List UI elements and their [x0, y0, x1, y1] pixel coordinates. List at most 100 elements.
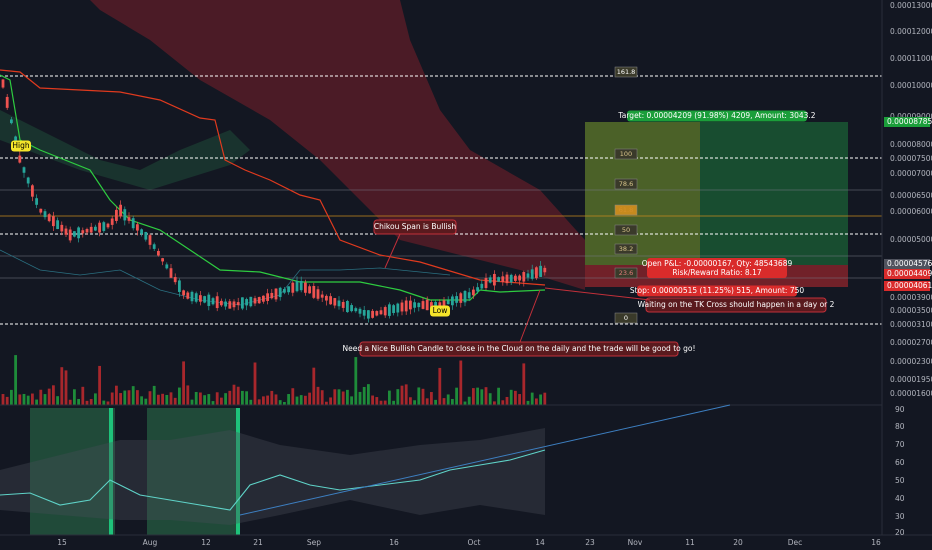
volume-bar: [467, 396, 471, 405]
volume-bar: [68, 399, 72, 405]
candle: [459, 293, 463, 303]
volume-bar: [379, 400, 383, 405]
volume-bar: [228, 390, 232, 405]
volume-bar: [480, 389, 484, 405]
volume-bar: [140, 396, 143, 405]
volume-bar: [413, 400, 416, 405]
candle: [421, 301, 425, 309]
stop-box: [637, 285, 797, 297]
price-label: 0.00003100: [890, 320, 932, 329]
volume-bar: [249, 399, 253, 405]
indicator-label: 50: [895, 476, 905, 485]
low-text: Low: [433, 306, 448, 315]
candle: [249, 296, 253, 307]
candle: [18, 155, 22, 163]
candle: [186, 292, 190, 299]
volume-bar: [173, 397, 177, 405]
volume-bar: [232, 384, 236, 405]
candle: [304, 282, 307, 293]
candle: [493, 273, 496, 286]
candle: [539, 265, 542, 277]
volume-bar: [18, 394, 22, 405]
volume-bar: [106, 401, 110, 405]
volume-bar: [186, 385, 190, 405]
price-label: 0.00013000: [890, 1, 932, 10]
volume-bar: [169, 392, 173, 405]
candle: [123, 209, 127, 221]
volume-bar: [291, 388, 295, 405]
candle: [81, 230, 85, 234]
candle: [127, 217, 131, 221]
candle: [379, 310, 383, 315]
volume-bar: [39, 389, 43, 405]
candle: [52, 216, 55, 227]
volume-bar: [148, 391, 152, 405]
chikou-note: [373, 219, 457, 235]
candle: [26, 177, 30, 184]
volume-bar: [421, 388, 425, 405]
price-label: 0.00010000: [890, 81, 932, 90]
candle: [274, 288, 278, 300]
oscillator: [0, 449, 546, 511]
volume-bar: [165, 394, 169, 405]
volume-bar: [312, 367, 316, 405]
open-pl-box: [647, 258, 787, 278]
volume-bar: [224, 393, 227, 405]
fib-label: 78.6: [619, 180, 633, 188]
fib-label: 61.8: [619, 206, 633, 214]
tenkan: [0, 74, 546, 301]
candle: [190, 291, 194, 302]
candle: [245, 299, 248, 306]
candle: [39, 208, 43, 213]
volume-bar: [417, 387, 421, 405]
volume-bar: [329, 397, 332, 405]
candle: [215, 296, 219, 309]
candle: [341, 301, 345, 308]
volume-bar: [295, 396, 299, 405]
candle: [350, 305, 353, 312]
candle: [43, 211, 47, 218]
candle: [312, 285, 316, 298]
candle: [110, 218, 114, 225]
candle: [287, 286, 290, 293]
candle: [22, 167, 26, 173]
price-label: 0.00001950: [890, 375, 932, 384]
candle: [480, 283, 484, 289]
target-zone: [585, 122, 848, 265]
fib-tag: [614, 148, 638, 160]
candle: [270, 292, 274, 299]
volume-bar: [178, 387, 181, 405]
candle: [266, 293, 269, 301]
candle: [10, 119, 13, 124]
fib-tag: [614, 178, 638, 190]
price-label: 0.00006500: [890, 191, 932, 200]
candle: [278, 287, 282, 298]
candle: [68, 229, 72, 241]
candle: [207, 294, 211, 306]
volume-bar: [123, 390, 127, 405]
volume-bar: [522, 363, 526, 405]
candle: [472, 289, 475, 296]
volume-bar: [136, 390, 139, 405]
volume-bar: [299, 395, 303, 405]
volume-bar: [190, 399, 194, 405]
candle: [362, 309, 366, 316]
price-tag-label: 0.00004409: [887, 269, 932, 278]
candle: [484, 277, 488, 289]
candle: [131, 218, 135, 229]
candle-text: Need a Nice Bullish Candle to close in t…: [343, 344, 696, 353]
candle: [514, 275, 517, 281]
candle: [543, 267, 547, 273]
volume-bar: [535, 398, 538, 405]
chikou-text: Chikou Span is Bullish: [374, 222, 457, 231]
candle: [47, 214, 51, 222]
chikou: [0, 249, 451, 306]
candle: [329, 296, 332, 305]
fib-tag: [614, 267, 638, 279]
candle: [413, 302, 416, 308]
candle: [173, 277, 177, 283]
candle: [434, 301, 437, 309]
price-tag-label: 0.00004576: [887, 259, 932, 268]
volume-bar: [459, 360, 463, 405]
candle: [367, 310, 370, 319]
